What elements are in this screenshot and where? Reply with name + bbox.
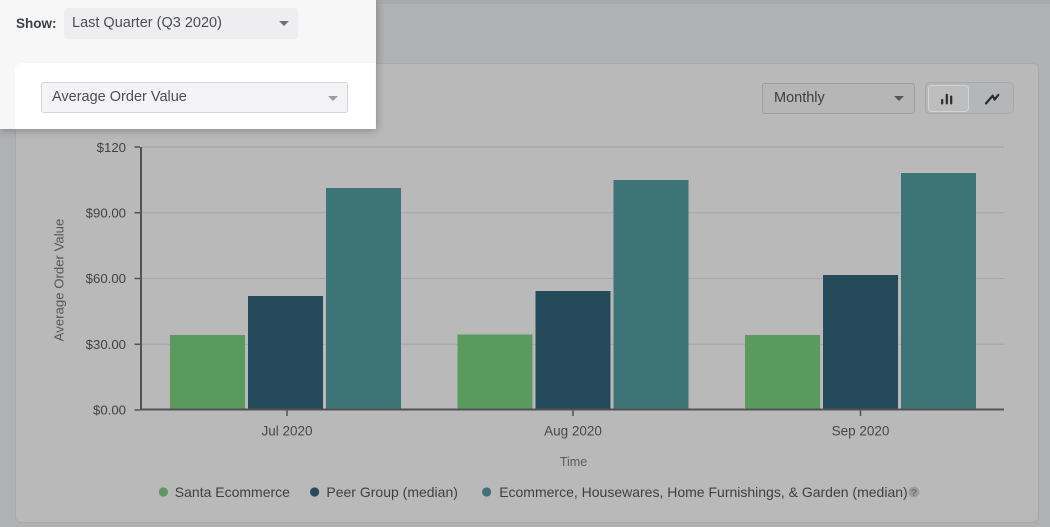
svg-text:$120: $120 [97,140,126,155]
svg-text:Aug 2020: Aug 2020 [544,424,602,439]
svg-text:$90.00: $90.00 [86,205,126,220]
svg-text:Time: Time [560,455,587,469]
svg-text:Jul 2020: Jul 2020 [261,424,312,439]
svg-text:$30.00: $30.00 [86,337,126,352]
svg-text:Ecommerce, Housewares, Home Fu: Ecommerce, Housewares, Home Furnishings,… [499,484,908,500]
svg-text:?: ? [911,487,917,499]
svg-text:$60.00: $60.00 [86,271,126,286]
svg-text:Average Order Value: Average Order Value [52,219,67,342]
svg-text:$0.00: $0.00 [93,403,126,418]
svg-text:Santa Ecommerce: Santa Ecommerce [175,484,290,500]
svg-text:Sep 2020: Sep 2020 [832,424,890,439]
svg-text:Peer Group (median): Peer Group (median) [326,484,458,500]
